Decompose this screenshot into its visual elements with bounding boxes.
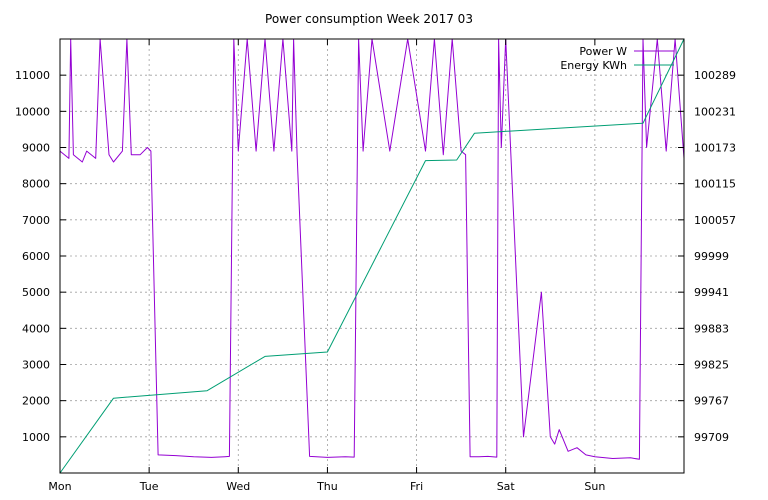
y-left-tick-label: 11000 — [15, 69, 50, 82]
grid — [60, 39, 684, 473]
legend-label-0: Power W — [579, 45, 627, 58]
y-right-tick-label: 99709 — [694, 431, 729, 444]
y-left-tick-label: 6000 — [22, 250, 50, 263]
series-layer — [59, 38, 685, 474]
series-line-0 — [59, 38, 685, 460]
legend-label-1: Energy KWh — [560, 59, 627, 72]
y-right-tick-label: 100231 — [694, 105, 736, 118]
y-left-tick-label: 9000 — [22, 142, 50, 155]
x-tick-label: Tue — [139, 480, 159, 493]
y-left-tick-label: 8000 — [22, 178, 50, 191]
y-right-tick-label: 100115 — [694, 178, 736, 191]
series-line-1 — [59, 38, 685, 474]
x-tick-label: Sun — [584, 480, 605, 493]
x-tick-label: Fri — [410, 480, 423, 493]
y-left-tick-label: 2000 — [22, 395, 50, 408]
x-tick-label: Thu — [316, 480, 338, 493]
y-right-tick-label: 99767 — [694, 395, 729, 408]
y-left-tick-label: 7000 — [22, 214, 50, 227]
y-right-tick-label: 100173 — [694, 142, 736, 155]
chart-title: Power consumption Week 2017 03 — [265, 12, 473, 26]
y-right-tick-label: 100289 — [694, 69, 736, 82]
x-tick-label: Wed — [226, 480, 250, 493]
y-left-tick-label: 5000 — [22, 286, 50, 299]
y-right-tick-label: 99999 — [694, 250, 729, 263]
ticks: Mon Tue Wed Thu Fri Sat Sun 1000 2000 3000 4000 500… — [15, 39, 736, 493]
y-left-tick-label: 10000 — [15, 105, 50, 118]
y-right-tick-label: 100057 — [694, 214, 736, 227]
y-right-tick-label: 99941 — [694, 286, 729, 299]
y-left-tick-label: 4000 — [22, 322, 50, 335]
y-left-tick-label: 3000 — [22, 359, 50, 372]
x-tick-label: Sat — [497, 480, 516, 493]
y-left-tick-label: 1000 — [22, 431, 50, 444]
y-right-tick-label: 99825 — [694, 359, 729, 372]
y-right-tick-label: 99883 — [694, 322, 729, 335]
x-tick-label: Mon — [48, 480, 71, 493]
